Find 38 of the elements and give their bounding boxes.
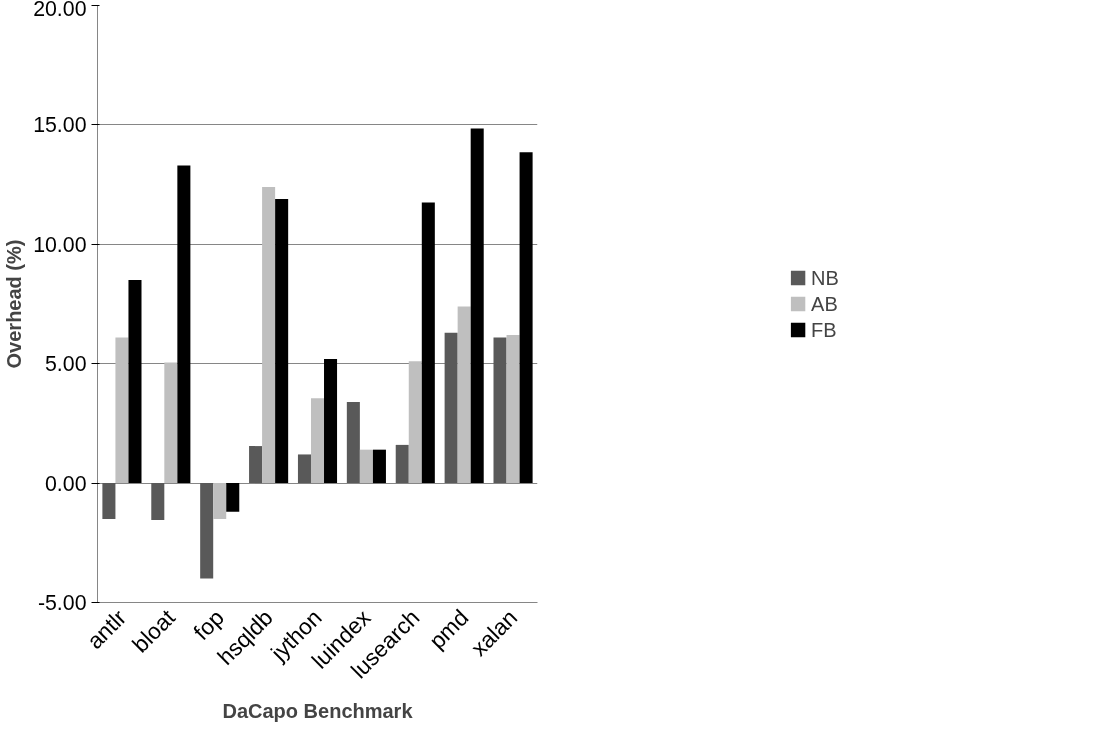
bar <box>164 362 178 484</box>
bar <box>128 280 142 484</box>
y-tick-label: 20.00 <box>33 0 87 21</box>
legend-label: FB <box>811 318 837 341</box>
bar <box>470 128 484 484</box>
y-tick-label: -5.00 <box>37 591 87 615</box>
y-tick-label: 15.00 <box>33 113 87 138</box>
bar <box>297 454 311 484</box>
bar <box>177 165 191 484</box>
bar <box>493 337 507 484</box>
bar <box>408 361 422 484</box>
bar <box>275 198 289 484</box>
legend-label: AB <box>811 292 838 315</box>
bar <box>249 446 263 484</box>
bar <box>262 186 276 484</box>
legend-label: NB <box>811 266 839 289</box>
bar <box>506 335 520 484</box>
bar <box>200 483 214 579</box>
y-tick-label: 10.00 <box>33 232 87 257</box>
bar <box>372 449 386 484</box>
x-axis-title: DaCapo Benchmark <box>222 700 414 723</box>
bar <box>226 483 240 512</box>
bar <box>213 483 227 519</box>
y-axis-title: Overhead (%) <box>3 239 26 369</box>
bar <box>421 202 435 484</box>
bar <box>346 401 360 484</box>
bar <box>102 483 116 519</box>
bar <box>457 306 471 484</box>
bar <box>444 332 458 484</box>
y-tick-label: 0.00 <box>44 471 87 496</box>
bar <box>395 444 409 484</box>
bar <box>151 483 165 521</box>
bar <box>359 449 373 484</box>
bar <box>310 398 325 484</box>
bar <box>324 358 338 484</box>
bar <box>115 337 129 484</box>
bar <box>519 152 533 484</box>
y-tick-label: 5.00 <box>44 352 87 377</box>
